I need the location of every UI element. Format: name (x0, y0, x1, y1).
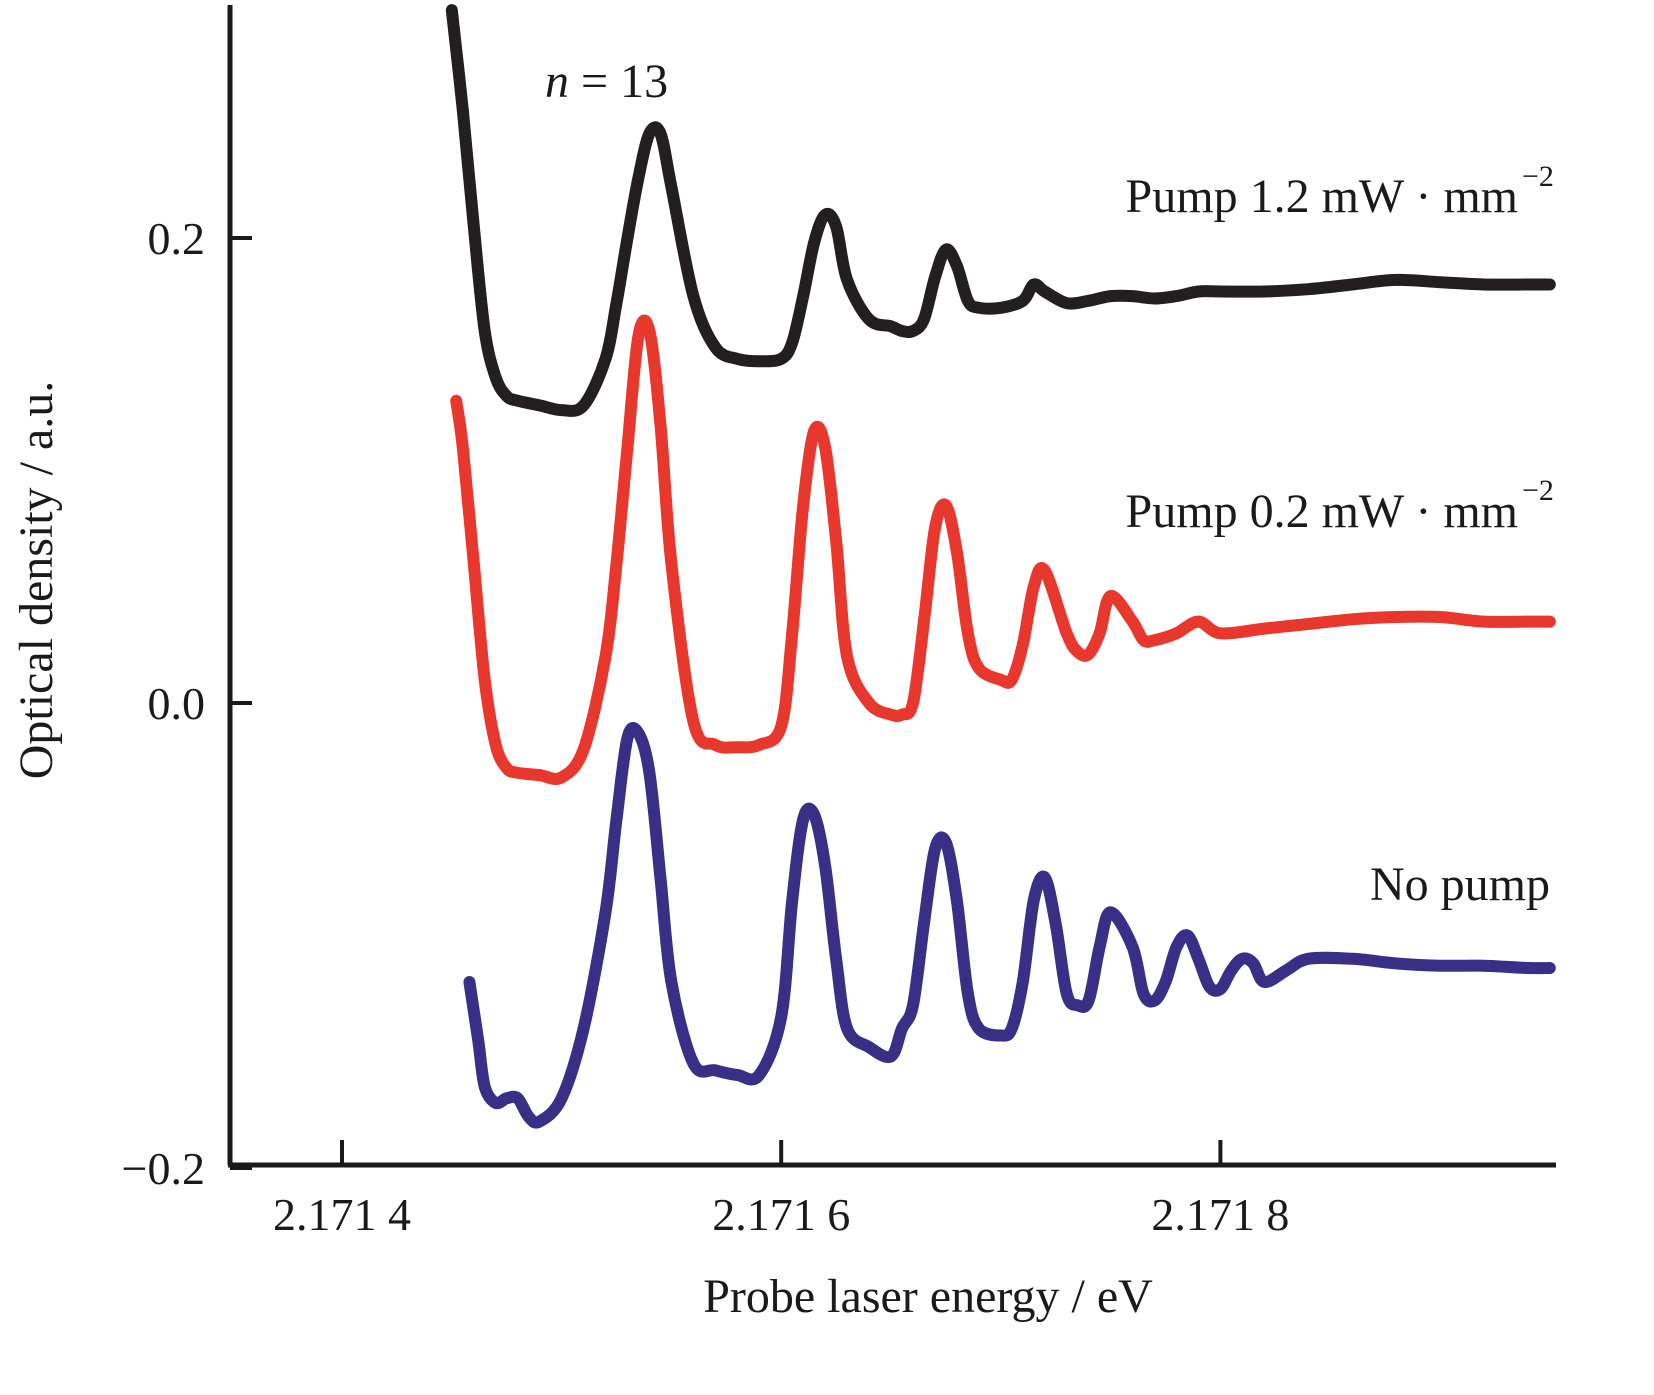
x-tick-label: 2.171 8 (1151, 1189, 1289, 1240)
series-label-no-pump: No pump (1370, 858, 1550, 911)
series-label-pump-1-2-main: Pump 1.2 mW · mm (1126, 170, 1518, 223)
y-tick-label: 0.2 (148, 213, 206, 264)
series-label-pump-1-2-sup: −2 (1522, 160, 1554, 193)
series-label-pump-1-2: Pump 1.2 mW · mm (1126, 170, 1518, 223)
y-tick-label: 0.0 (148, 678, 206, 729)
x-axis-title: Probe laser energy / eV (703, 1270, 1153, 1323)
series-label-pump-0-2-sup: −2 (1522, 474, 1554, 507)
series-line-no-pump (463, 721, 1556, 1129)
y-tick-label: −0.2 (122, 1143, 205, 1194)
x-ticks: 2.171 4 2.171 6 2.171 8 (273, 1140, 1289, 1240)
series-line-pump-1-2 (445, 4, 1556, 417)
series-line-pump-0-2 (450, 314, 1556, 785)
x-tick-label: 2.171 6 (712, 1189, 850, 1240)
x-tick-label: 2.171 4 (273, 1189, 411, 1240)
y-ticks: 0.2 0.0 −0.2 (122, 213, 252, 1194)
series-group (445, 4, 1556, 1129)
peak-annotation-n13: n = 13 (545, 55, 668, 108)
peak-annotation-n: n (545, 55, 569, 108)
y-axis-title: Optical density / a.u. (10, 381, 63, 780)
peak-annotation-value: = 13 (569, 55, 668, 108)
series-label-pump-0-2-main: Pump 0.2 mW · mm (1126, 485, 1518, 538)
series-label-pump-0-2: Pump 0.2 mW · mm (1126, 485, 1518, 538)
